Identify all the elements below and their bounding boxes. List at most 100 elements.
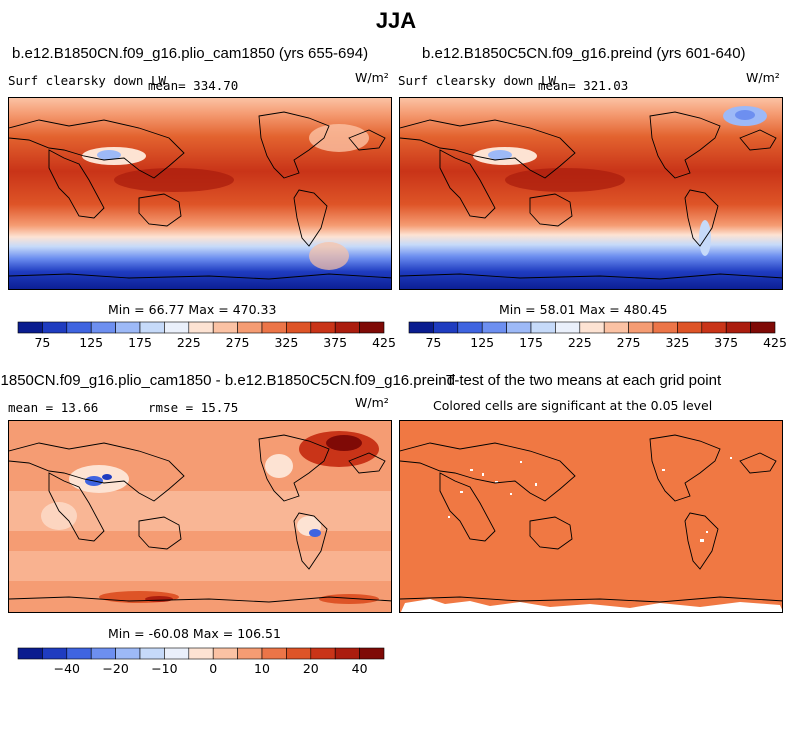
figure-title: JJA xyxy=(375,8,417,33)
colorbar-tick-label: 75 xyxy=(34,335,50,350)
panel3-mean: mean = 13.66 xyxy=(8,400,99,415)
panel2-colorbar: 75 125 175 225 275 325 375 425 xyxy=(408,321,787,352)
colorbar-swatch xyxy=(286,321,312,334)
colorbar-swatch xyxy=(261,321,287,334)
colorbar-tick-label: 275 xyxy=(226,335,250,350)
colorbar-swatch xyxy=(334,321,360,334)
colorbar-tick-label: −10 xyxy=(151,661,177,676)
colorbar-tick-label: 375 xyxy=(714,335,738,350)
colorbar-tick-label: 175 xyxy=(519,335,543,350)
panel3-rmse: rmse = 15.75 xyxy=(148,400,239,415)
colorbar-swatch xyxy=(506,321,532,334)
colorbar-swatch xyxy=(261,647,287,660)
colorbar-tick-label: 325 xyxy=(665,335,689,350)
colorbar-tick-label: 325 xyxy=(274,335,298,350)
colorbar-swatch xyxy=(212,321,238,334)
colorbar-swatch xyxy=(359,647,385,660)
colorbar-swatch xyxy=(42,321,68,334)
colorbar-swatch xyxy=(408,321,434,334)
colorbar-tick-label: 175 xyxy=(128,335,152,350)
colorbar-swatch xyxy=(457,321,483,334)
colorbar-swatch xyxy=(164,321,190,334)
panel1-mean: mean= 334.70 xyxy=(148,78,239,93)
panel3-minmax: Min = -60.08 Max = 106.51 xyxy=(108,626,281,641)
panel2-minmax: Min = 58.01 Max = 480.45 xyxy=(499,302,668,317)
colorbar-tick-label: 125 xyxy=(470,335,494,350)
colorbar-swatch xyxy=(677,321,703,334)
colorbar-swatch xyxy=(652,321,678,334)
colorbar-swatch xyxy=(286,647,312,660)
panel2-map-svg xyxy=(400,98,782,289)
colorbar-swatch xyxy=(90,647,116,660)
colorbar-swatch xyxy=(555,321,581,334)
colorbar-swatch xyxy=(310,647,336,660)
colorbar-swatch xyxy=(725,321,751,334)
panel2-units: W/m² xyxy=(746,70,780,85)
panel3-map-svg xyxy=(9,421,391,612)
colorbar-swatch xyxy=(481,321,507,334)
colorbar-swatch xyxy=(237,321,263,334)
colorbar-swatch xyxy=(359,321,385,334)
colorbar-tick-label: 225 xyxy=(568,335,592,350)
colorbar-swatch xyxy=(42,647,68,660)
colorbar-swatch xyxy=(17,647,43,660)
panel1-title: b.e12.B1850CN.f09_g16.plio_cam1850 (yrs … xyxy=(12,45,369,62)
colorbar-swatch xyxy=(530,321,556,334)
colorbar-swatch xyxy=(433,321,459,334)
colorbar-swatch xyxy=(603,321,629,334)
colorbar-swatch xyxy=(188,647,214,660)
colorbar-tick-label: 275 xyxy=(617,335,641,350)
colorbar-swatch xyxy=(139,321,165,334)
colorbar-swatch xyxy=(628,321,654,334)
panel4-map xyxy=(399,420,783,613)
colorbar-swatch xyxy=(237,647,263,660)
colorbar-swatch xyxy=(139,647,165,660)
panel4-map-svg xyxy=(400,421,782,612)
panel4-subtitle: Colored cells are significant at the 0.0… xyxy=(433,398,713,413)
colorbar-tick-label: 10 xyxy=(254,661,270,676)
colorbar-swatch xyxy=(750,321,776,334)
panel2-title: b.e12.B1850C5CN.f09_g16.preind (yrs 601-… xyxy=(422,45,746,62)
panel1-map xyxy=(8,97,392,290)
panel3-colorbar-svg: −40 −20 −10 0 10 20 40 xyxy=(17,647,385,676)
colorbar-swatch xyxy=(164,647,190,660)
panel3-map xyxy=(8,420,392,613)
colorbar-swatch xyxy=(66,647,92,660)
colorbar-swatch xyxy=(115,647,141,660)
colorbar-swatch xyxy=(66,321,92,334)
panel1-colorbar-svg: 75 125 175 225 275 325 375 425 xyxy=(17,321,396,350)
panel3-colorbar: −40 −20 −10 0 10 20 40 xyxy=(17,647,385,678)
colorbar-swatch xyxy=(90,321,116,334)
panel3-units: W/m² xyxy=(355,395,389,410)
panel1-minmax: Min = 66.77 Max = 470.33 xyxy=(108,302,277,317)
colorbar-tick-label: 125 xyxy=(79,335,103,350)
panel2-colorbar-svg: 75 125 175 225 275 325 375 425 xyxy=(408,321,787,350)
colorbar-swatch xyxy=(334,647,360,660)
colorbar-tick-label: 20 xyxy=(303,661,319,676)
colorbar-tick-label: 0 xyxy=(209,661,217,676)
panel3-title: b.e12.B1850CN.f09_g16.plio_cam1850 - b.e… xyxy=(0,372,455,389)
colorbar-tick-label: 225 xyxy=(177,335,201,350)
colorbar-tick-label: 75 xyxy=(425,335,441,350)
colorbar-tick-label: 425 xyxy=(763,335,787,350)
colorbar-swatch xyxy=(579,321,605,334)
panel2-map xyxy=(399,97,783,290)
colorbar-tick-label: 375 xyxy=(323,335,347,350)
panel1-variable: Surf clearsky down LW xyxy=(8,73,167,88)
colorbar-tick-label: −40 xyxy=(54,661,80,676)
colorbar-tick-label: 425 xyxy=(372,335,396,350)
panel4-title: T-test of the two means at each grid poi… xyxy=(446,372,722,389)
colorbar-swatch xyxy=(115,321,141,334)
colorbar-swatch xyxy=(310,321,336,334)
panel1-colorbar: 75 125 175 225 275 325 375 425 xyxy=(17,321,396,352)
panel2-variable: Surf clearsky down LW xyxy=(398,73,557,88)
colorbar-swatch xyxy=(188,321,214,334)
colorbar-tick-label: −20 xyxy=(102,661,128,676)
colorbar-tick-label: 40 xyxy=(352,661,368,676)
colorbar-swatch xyxy=(701,321,727,334)
colorbar-swatch xyxy=(17,321,43,334)
panel1-map-svg xyxy=(9,98,391,289)
panel3-title-clip: b.e12.B1850CN.f09_g16.plio_cam1850 - b.e… xyxy=(0,372,455,389)
colorbar-swatch xyxy=(212,647,238,660)
panel1-units: W/m² xyxy=(355,70,389,85)
